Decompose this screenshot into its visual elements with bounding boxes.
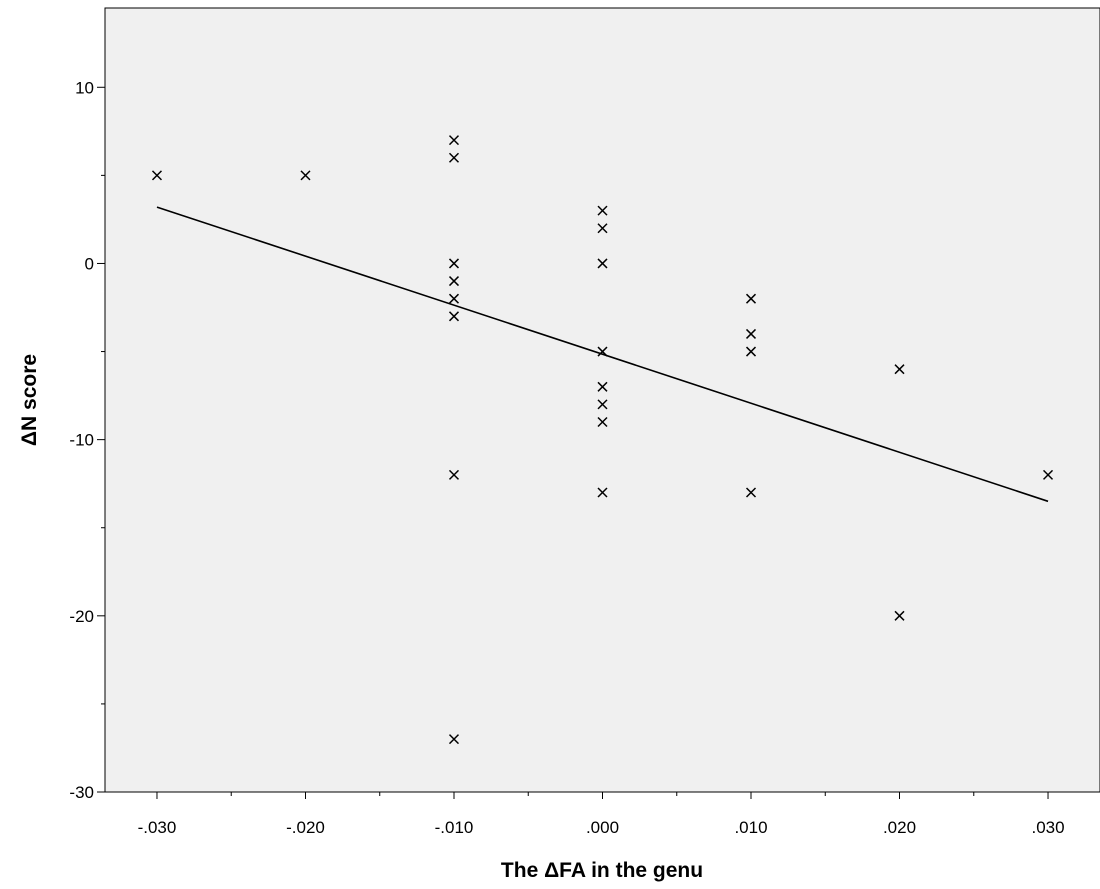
data-point (597, 258, 608, 269)
data-point (151, 170, 163, 181)
x-tick-label: .030 (1031, 818, 1064, 837)
data-point (448, 311, 460, 322)
plot-area (104, 7, 1100, 793)
minor-ticks (101, 174, 975, 796)
data-point (448, 469, 460, 480)
y-axis-title: ΔN score (18, 354, 41, 446)
data-point (894, 610, 905, 621)
data-point (745, 328, 757, 339)
data-point (745, 293, 757, 304)
fit-line (156, 206, 1049, 503)
x-tick-label: -.010 (435, 818, 474, 837)
x-axis: -.030 -.020 -.010 .000 .010 .020 .030 (138, 792, 1065, 837)
y-tick-label: -20 (69, 607, 94, 626)
data-point (448, 734, 460, 745)
y-tick-label: -10 (69, 431, 94, 450)
data-point (597, 399, 608, 410)
x-tick-label: .010 (734, 818, 767, 837)
data-point (597, 487, 608, 498)
data-points (151, 135, 1054, 745)
y-tick-label: -30 (69, 783, 94, 802)
data-point (448, 258, 460, 269)
x-tick-label: .000 (586, 818, 619, 837)
data-point (300, 170, 311, 181)
data-point (448, 135, 460, 146)
data-point (448, 152, 460, 163)
y-axis: 10 0 -10 -20 -30 (69, 78, 105, 802)
x-tick-label: .020 (883, 818, 916, 837)
data-point (1042, 469, 1054, 480)
fit-line-group (156, 206, 1049, 503)
x-tick-label: -.020 (286, 818, 325, 837)
y-tick-label: 0 (85, 254, 94, 273)
x-tick-label: -.030 (138, 818, 177, 837)
data-point (894, 364, 905, 375)
data-point (597, 381, 608, 392)
data-point (448, 293, 460, 304)
data-point (745, 487, 757, 498)
data-point (597, 416, 608, 428)
data-point (448, 276, 460, 287)
y-tick-label: 10 (75, 78, 94, 97)
data-point (745, 346, 757, 357)
data-point (597, 205, 608, 216)
data-point (597, 346, 608, 357)
x-axis-title: The ΔFA in the genu (501, 859, 703, 882)
data-point (597, 223, 608, 234)
